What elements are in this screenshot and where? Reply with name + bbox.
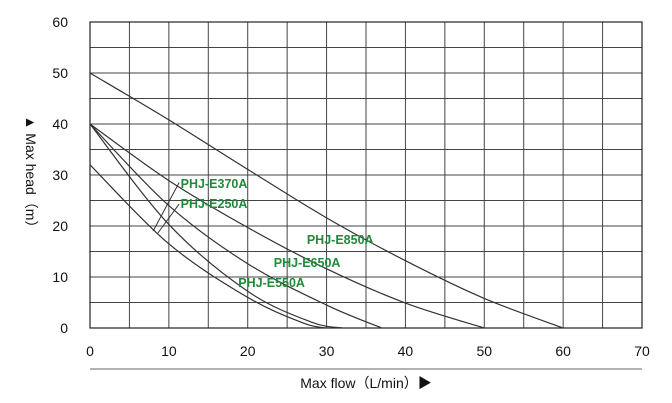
x-axis-title: Max flow（L/min）▶	[300, 375, 431, 391]
label-leader-line	[152, 182, 180, 232]
series-line	[89, 123, 485, 329]
x-tick-label: 0	[86, 343, 94, 359]
x-tick-label: 60	[555, 343, 571, 359]
x-tick-label: 20	[240, 343, 256, 359]
label-leader-line	[157, 203, 180, 234]
x-tick-label: 50	[476, 343, 492, 359]
series-label: PHJ-E850A	[307, 233, 374, 247]
series-line	[89, 72, 564, 329]
y-tick-label: 50	[52, 65, 68, 81]
x-tick-label: 10	[161, 343, 177, 359]
series-line	[89, 164, 327, 329]
x-tick-label: 70	[634, 343, 650, 359]
y-tick-label: 40	[52, 116, 68, 132]
plot-frame	[89, 21, 643, 329]
series-label: PHJ-E550A	[238, 276, 305, 290]
series-line	[89, 123, 383, 329]
y-tick-label: 10	[52, 269, 68, 285]
y-tick-label: 20	[52, 218, 68, 234]
x-tick-label: 40	[398, 343, 414, 359]
series-label: PHJ-E250A	[181, 197, 248, 211]
y-tick-label: 30	[52, 167, 68, 183]
series-line	[89, 123, 343, 329]
series-label: PHJ-E370A	[181, 177, 248, 191]
y-tick-label: 0	[60, 320, 68, 336]
x-tick-label: 30	[319, 343, 335, 359]
y-axis-title: ▲ Max head（m）	[23, 116, 39, 235]
y-tick-label: 60	[52, 14, 68, 30]
series-label: PHJ-E650A	[274, 256, 341, 270]
